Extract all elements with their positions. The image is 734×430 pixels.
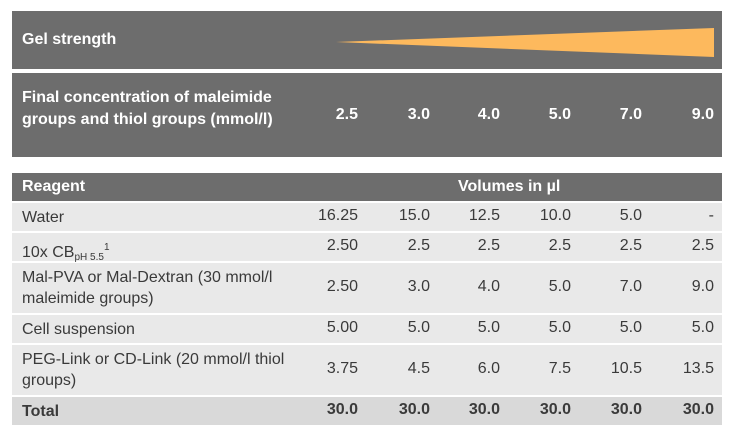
row-label: 10x CBpH 5.51 xyxy=(22,237,110,268)
concentration-label: Final concentration of maleimide groups … xyxy=(22,89,273,128)
row-value: 10.5 xyxy=(610,360,642,377)
row-value: 2.5 xyxy=(691,237,714,254)
row-value: 5.0 xyxy=(477,319,500,336)
gel-strength-wedge xyxy=(336,28,714,57)
concentration-value: 9.0 xyxy=(691,106,714,123)
row-label: PEG-Link or CD-Link (20 mmol/l thiol gro… xyxy=(22,351,285,389)
row-value: 5.0 xyxy=(619,207,642,224)
total-value: 30.0 xyxy=(539,401,571,418)
footnote-marker: 1 xyxy=(103,242,110,253)
concentration-value: 3.0 xyxy=(407,106,430,123)
row-value: 6.0 xyxy=(477,360,500,377)
row-value: 5.00 xyxy=(326,319,358,336)
row-value: 16.25 xyxy=(317,207,358,224)
total-value: 30.0 xyxy=(326,401,358,418)
row-label-main: 10x CB xyxy=(22,244,75,261)
volumes-header-label: Volumes in µl xyxy=(458,178,561,195)
row-label: Mal-PVA or Mal-Dextran (30 mmol/l maleim… xyxy=(22,269,273,307)
gel-strength-wedge-shape xyxy=(336,28,714,57)
row-value: 7.0 xyxy=(619,278,642,295)
row-value: 5.0 xyxy=(548,278,571,295)
total-label: Total xyxy=(22,403,60,420)
row-value: 5.0 xyxy=(619,319,642,336)
gel-strength-row: Gel strength xyxy=(12,11,722,69)
concentration-value: 5.0 xyxy=(548,106,571,123)
row-value: 2.5 xyxy=(477,237,500,254)
reagent-table: Gel strength Final concentration of male… xyxy=(12,11,722,425)
row-value: 2.5 xyxy=(548,237,571,254)
table-row: 10x CBpH 5.51 2.50 2.5 2.5 2.5 2.5 2.5 xyxy=(12,233,722,263)
table-row: Cell suspension 5.00 5.0 5.0 5.0 5.0 5.0 xyxy=(12,315,722,343)
row-value: 9.0 xyxy=(691,278,714,295)
gel-strength-label: Gel strength xyxy=(22,31,117,48)
row-value: - xyxy=(708,207,714,224)
row-value: 7.5 xyxy=(548,360,571,377)
row-value: 5.0 xyxy=(691,319,714,336)
row-value: 3.0 xyxy=(407,278,430,295)
row-label: Cell suspension xyxy=(22,321,135,338)
concentration-value: 7.0 xyxy=(619,106,642,123)
row-value: 13.5 xyxy=(682,360,714,377)
total-value: 30.0 xyxy=(610,401,642,418)
concentration-row: Final concentration of maleimide groups … xyxy=(12,73,722,157)
row-value: 2.50 xyxy=(326,237,358,254)
row-value: 4.0 xyxy=(477,278,500,295)
row-value: 2.5 xyxy=(407,237,430,254)
row-value: 15.0 xyxy=(398,207,430,224)
reagent-header-label: Reagent xyxy=(22,178,86,195)
row-label-subscript: pH 5.5 xyxy=(74,252,104,263)
table-row: Water 16.25 15.0 12.5 10.0 5.0 - xyxy=(12,203,722,231)
row-value: 2.50 xyxy=(326,278,358,295)
row-value: 5.0 xyxy=(548,319,571,336)
table-row: PEG-Link or CD-Link (20 mmol/l thiol gro… xyxy=(12,345,722,395)
row-value: 4.5 xyxy=(407,360,430,377)
total-value: 30.0 xyxy=(398,401,430,418)
row-value: 5.0 xyxy=(407,319,430,336)
row-value: 3.75 xyxy=(326,360,358,377)
concentration-value: 2.5 xyxy=(335,106,358,123)
total-row: Total 30.0 30.0 30.0 30.0 30.0 30.0 xyxy=(12,397,722,425)
reagent-header-row: Reagent Volumes in µl xyxy=(12,173,722,201)
total-value: 30.0 xyxy=(682,401,714,418)
row-value: 12.5 xyxy=(468,207,500,224)
row-value: 10.0 xyxy=(539,207,571,224)
total-value: 30.0 xyxy=(468,401,500,418)
concentration-value: 4.0 xyxy=(477,106,500,123)
row-label: Water xyxy=(22,209,65,226)
row-value: 2.5 xyxy=(619,237,642,254)
table-row: Mal-PVA or Mal-Dextran (30 mmol/l maleim… xyxy=(12,263,722,313)
